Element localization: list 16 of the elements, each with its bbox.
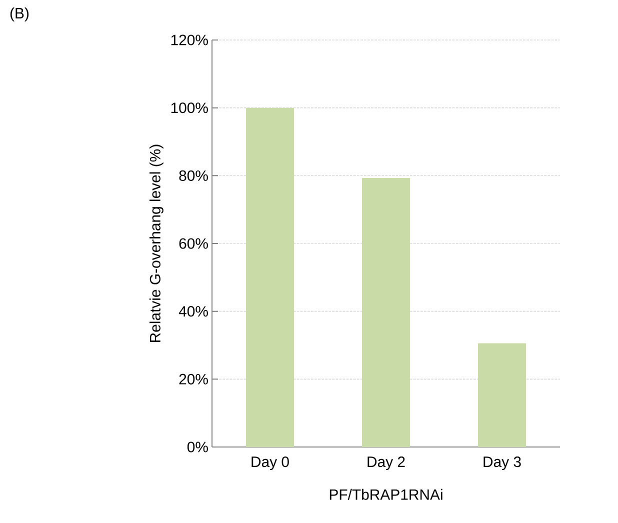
bar xyxy=(246,108,294,447)
y-tick-label: 120% xyxy=(171,34,208,46)
x-tick-label: Day 3 xyxy=(484,456,521,470)
bar xyxy=(362,178,410,447)
x-tick-label: Day 0 xyxy=(252,456,289,470)
y-axis-title: Relatvie G-overhang level (%) xyxy=(149,144,164,342)
y-tick-label: 60% xyxy=(179,238,208,249)
y-tick-label: 100% xyxy=(171,102,208,114)
text: (B) xyxy=(10,8,29,22)
bar xyxy=(478,343,526,447)
y-tick-label: 40% xyxy=(178,306,208,317)
y-tick-label: 80% xyxy=(179,170,208,181)
y-tick-label: 20% xyxy=(179,374,208,384)
x-tick-label: Day 2 xyxy=(368,456,405,470)
x-axis-title: PF/TbRAP1RNAi xyxy=(330,488,442,500)
y-tick-label: 0% xyxy=(187,442,208,452)
